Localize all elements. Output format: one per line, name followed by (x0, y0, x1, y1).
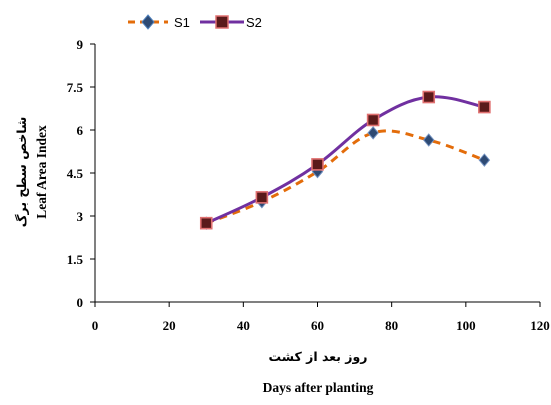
series-s2-point (366, 113, 380, 127)
x-axis-title: Days after planting (263, 380, 374, 395)
x-tick-label: 100 (456, 318, 476, 333)
series-s2-point (422, 90, 436, 104)
y-axis-title: Leaf Area Index (34, 125, 49, 219)
legend-s1-label: S1 (174, 15, 190, 30)
legend-item-s1: S1 (128, 14, 190, 30)
x-ticks: 0 20 40 60 80 100 120 (92, 302, 550, 333)
y-tick-label: 6 (77, 123, 84, 138)
y-tick-label: 0 (77, 295, 84, 310)
y-axis-title-local: شاخص سطح برگ (13, 117, 29, 228)
series-s1-line (205, 129, 485, 225)
series-s2 (199, 90, 491, 230)
y-axis-title-group: شاخص سطح برگ Leaf Area Index (13, 117, 49, 228)
x-axis-title-local: روز بعد از کشت (269, 349, 368, 364)
series-s1-point (478, 153, 491, 167)
x-tick-label: 120 (530, 318, 550, 333)
legend-s2-marker-icon (215, 15, 229, 29)
series-s1-point (422, 133, 435, 147)
series-s2-point (311, 158, 324, 171)
legend-s1-marker-icon (141, 14, 155, 30)
x-tick-label: 80 (385, 318, 398, 333)
y-tick-label: 9 (77, 37, 84, 52)
legend: S1 S2 (128, 14, 262, 30)
x-tick-label: 20 (163, 318, 176, 333)
x-tick-label: 60 (311, 318, 324, 333)
x-tick-label: 40 (237, 318, 250, 333)
x-tick-label: 0 (92, 318, 99, 333)
series-s2-point (255, 191, 269, 204)
series-s2-line (205, 95, 485, 225)
legend-s2-label: S2 (246, 15, 262, 30)
legend-item-s2: S2 (200, 15, 262, 30)
y-ticks: 0 1.5 3 4.5 6 7.5 9 (67, 37, 95, 310)
y-tick-label: 3 (77, 209, 84, 224)
y-tick-label: 1.5 (67, 252, 84, 267)
series-s1-point (367, 126, 379, 140)
series-layer (199, 90, 491, 230)
y-tick-label: 7.5 (67, 80, 84, 95)
y-tick-label: 4.5 (67, 166, 84, 181)
series-s2-point (478, 100, 491, 114)
series-s2-point (199, 216, 213, 230)
